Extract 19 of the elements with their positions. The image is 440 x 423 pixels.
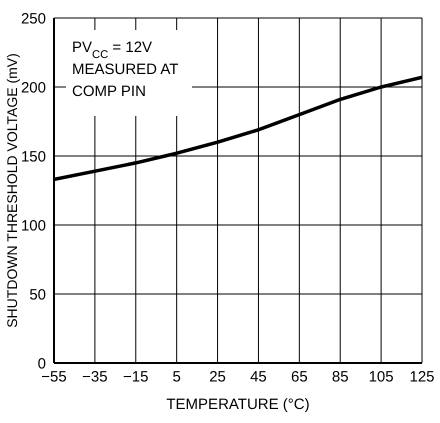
y-tick-label: 50 <box>29 286 46 304</box>
x-tick-label: −35 <box>82 368 108 386</box>
x-tick-label: 5 <box>172 368 181 386</box>
x-tick-label: 105 <box>368 368 394 386</box>
x-tick-label: 25 <box>209 368 226 386</box>
x-tick-label: −15 <box>123 368 149 386</box>
x-tick-label: 85 <box>332 368 349 386</box>
y-tick-label: 150 <box>20 148 46 166</box>
annotation: COMP PIN <box>72 83 146 100</box>
y-tick-label: 100 <box>20 217 46 234</box>
annotation: MEASURED AT <box>72 61 178 78</box>
y-axis-title: SHUTDOWN THRESHOLD VOLTAGE (mV) <box>4 53 20 328</box>
x-axis-title: TEMPERATURE (°C) <box>166 396 310 413</box>
y-tick-label: 250 <box>20 10 46 28</box>
x-tick-label: 65 <box>290 368 308 386</box>
y-tick-label: 200 <box>20 79 46 96</box>
x-tick-label: 125 <box>409 368 435 386</box>
annotation: PV$_{CC}$ = 12V <box>72 39 152 61</box>
x-tick-label: 45 <box>250 368 267 386</box>
